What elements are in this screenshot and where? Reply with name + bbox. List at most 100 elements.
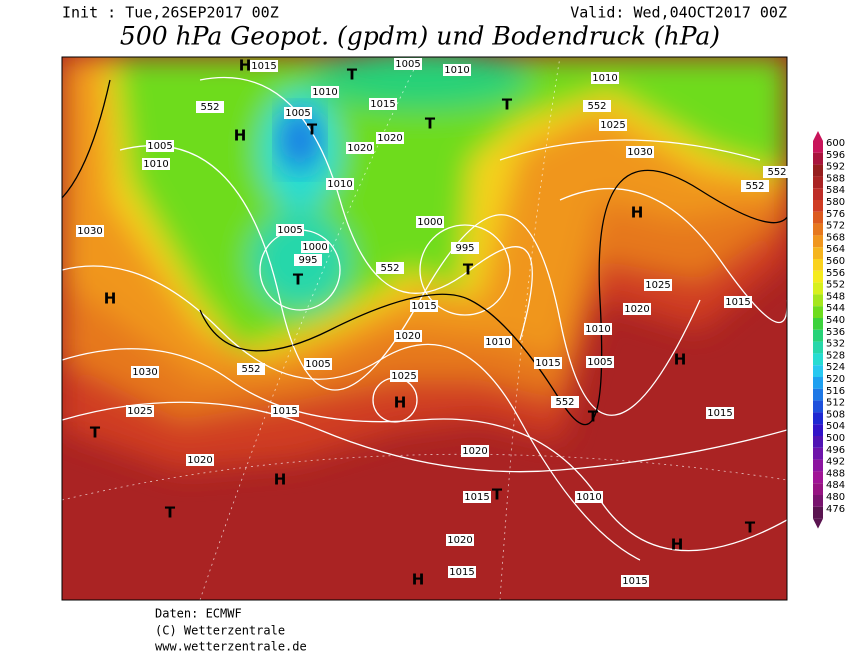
legend-swatch <box>813 424 823 436</box>
legend-label: 500 <box>826 433 845 444</box>
legend-swatch <box>813 223 823 236</box>
isobar-label: 1010 <box>444 65 469 76</box>
label-bg <box>196 101 224 113</box>
isobar-label: 1010 <box>312 87 337 98</box>
label-bg <box>304 358 332 370</box>
isobar-label: 1015 <box>411 301 436 312</box>
copyright: (C) Wetterzentrale <box>155 624 285 638</box>
legend-swatch <box>813 400 823 413</box>
pressure-center: T <box>90 424 101 442</box>
legend-label: 488 <box>826 468 845 479</box>
label-bg <box>237 363 265 375</box>
pressure-center: H <box>631 204 644 222</box>
pressure-center: H <box>234 127 247 145</box>
isobar-label: 1020 <box>624 304 649 315</box>
legend-swatch <box>813 176 823 189</box>
isobar-label: 1015 <box>622 576 647 587</box>
legend-swatch <box>813 471 823 484</box>
legend-swatch <box>813 318 823 330</box>
legend-swatch <box>813 506 823 519</box>
isobar-label: 1020 <box>347 143 372 154</box>
legend-label: 476 <box>826 504 845 515</box>
legend-label: 480 <box>826 492 845 503</box>
legend-label: 516 <box>826 386 845 397</box>
label-bg <box>724 296 752 308</box>
legend-swatch <box>813 329 823 342</box>
pressure-center: H <box>239 57 252 75</box>
isobar-label: 1010 <box>576 492 601 503</box>
website: www.wetterzentrale.de <box>155 640 307 654</box>
legend-label: 564 <box>826 244 845 255</box>
map-title: 500 hPa Geopot. (gpdm) und Bodendruck (h… <box>120 22 720 51</box>
label-bg <box>575 491 603 503</box>
legend-label: 588 <box>826 173 845 184</box>
isobar-label: 552 <box>745 181 764 192</box>
legend-swatch <box>813 270 823 283</box>
label-bg <box>416 216 444 228</box>
label-bg <box>146 140 174 152</box>
label-bg <box>584 323 612 335</box>
legend-swatch <box>813 412 823 425</box>
isobar-label: 1015 <box>272 406 297 417</box>
legend-label: 556 <box>826 268 845 279</box>
map-frame <box>61 56 788 601</box>
label-bg <box>463 491 491 503</box>
label-bg <box>131 366 159 378</box>
isobar-label: 1015 <box>370 99 395 110</box>
legend-swatch <box>813 259 823 271</box>
pressure-center: H <box>104 290 117 308</box>
label-bg <box>586 356 614 368</box>
legend-swatch <box>813 353 823 366</box>
legend-swatch <box>813 188 823 200</box>
legend-swatch <box>813 377 823 389</box>
label-bg <box>451 242 479 254</box>
label-bg <box>346 142 374 154</box>
label-bg <box>551 396 579 408</box>
isobar-label: 1020 <box>395 331 420 342</box>
label-bg <box>706 407 734 419</box>
legend-swatch <box>813 388 823 401</box>
legend-label: 592 <box>826 162 845 173</box>
legend-swatch <box>813 436 823 448</box>
legend-swatch <box>813 306 823 318</box>
pressure-center: T <box>165 504 176 522</box>
isobar-label: 1005 <box>147 141 172 152</box>
isobar-label: 552 <box>767 167 786 178</box>
legend-arrow-top <box>813 131 823 141</box>
legend-label: 508 <box>826 409 845 420</box>
isobar-label: 995 <box>455 243 474 254</box>
label-bg <box>623 303 651 315</box>
legend-label: 524 <box>826 362 845 373</box>
legend-label: 492 <box>826 457 845 468</box>
legend-label: 532 <box>826 339 845 350</box>
legend-label: 552 <box>826 280 845 291</box>
label-bg <box>326 178 354 190</box>
isobar-label: 552 <box>587 101 606 112</box>
isobar-label: 1030 <box>627 147 652 158</box>
isobar-label: 1025 <box>391 371 416 382</box>
legend-label: 504 <box>826 421 845 432</box>
isobar-label: 1000 <box>417 217 442 228</box>
legend-swatch <box>813 152 823 165</box>
isobar-label: 1025 <box>645 280 670 291</box>
label-bg <box>446 534 474 546</box>
pressure-center: T <box>347 66 358 84</box>
legend-label: 600 <box>826 138 845 149</box>
label-bg <box>644 279 672 291</box>
label-bg <box>599 119 627 131</box>
legend-label: 536 <box>826 327 845 338</box>
legend-swatch <box>813 247 823 259</box>
isobar-label: 552 <box>380 263 399 274</box>
isobar-label: 1005 <box>395 59 420 70</box>
legend-swatch <box>813 365 823 377</box>
pressure-center: T <box>492 486 503 504</box>
legend-label: 568 <box>826 232 845 243</box>
label-bg <box>448 566 476 578</box>
label-bg <box>250 60 278 72</box>
data-source: Daten: ECMWF <box>155 607 242 621</box>
pressure-center: T <box>745 519 756 537</box>
label-bg <box>376 262 404 274</box>
color-legend: 6005965925885845805765725685645605565525… <box>813 131 845 529</box>
legend-label: 484 <box>826 480 845 491</box>
label-bg <box>271 405 299 417</box>
